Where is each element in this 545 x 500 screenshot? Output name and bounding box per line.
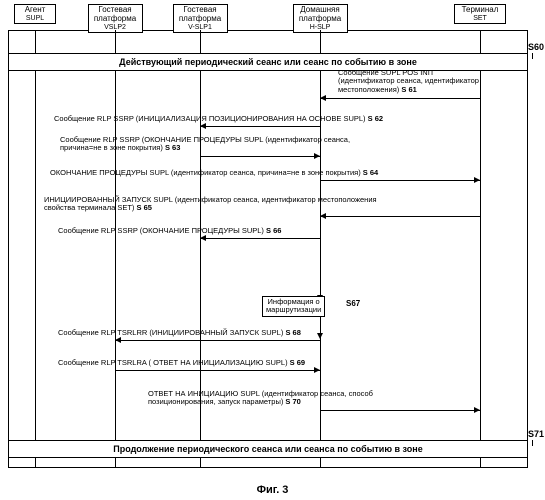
band2: Продолжение периодического сеанса или се…: [8, 440, 528, 458]
figure-caption: Фиг. 3: [0, 484, 545, 496]
message-label-m62: Сообщение RLP SSRP (ИНИЦИАЛИЗАЦИЯ ПОЗИЦИ…: [54, 115, 383, 123]
arrowhead-m65: [320, 213, 326, 219]
message-label-m69: Сообщение RLP TSRLRA ( ОТВЕТ НА ИНИЦИАЛИ…: [58, 359, 305, 367]
info-step: S67: [346, 299, 360, 308]
vertical-arrow-va2: [320, 314, 321, 334]
arrowhead-m64: [474, 177, 480, 183]
message-label-m63: Сообщение RLP SSRP (ОКОНЧАНИЕ ПРОЦЕДУРЫ …: [60, 136, 350, 153]
arrow-m68: [115, 340, 320, 341]
arrow-m70: [320, 410, 480, 411]
arrow-m69: [115, 370, 320, 371]
routing-info-box: Информация омаршрутизации: [262, 296, 325, 317]
vertical-arrow-va1: [320, 240, 321, 296]
message-label-m70: ОТВЕТ НА ИНИЦИАЦИЮ SUPL (идентификатор с…: [148, 390, 373, 407]
actor-vslp1: ГостеваяплатформаV-SLP1: [173, 4, 228, 33]
actor-supl-agent: АгентSUPL: [14, 4, 56, 24]
lifeline-vslp2: [115, 30, 116, 468]
arrow-m62: [200, 126, 320, 127]
message-label-m68: Сообщение RLP TSRLRR (ИНИЦИИРОВАННЫЙ ЗАП…: [58, 329, 301, 337]
arrowhead-m68: [115, 337, 121, 343]
arrowhead-m63: [314, 153, 320, 159]
arrow-m63: [200, 156, 320, 157]
actor-set: ТерминалSET: [454, 4, 506, 24]
arrowhead-m70: [474, 407, 480, 413]
message-label-m65: ИНИЦИИРОВАННЫЙ ЗАПУСК SUPL (идентификато…: [44, 196, 377, 213]
message-label-m66: Сообщение RLP SSRP (ОКОНЧАНИЕ ПРОЦЕДУРЫ …: [58, 227, 281, 235]
message-label-m61: Сообщение SUPL POS INIT(идентификатор се…: [338, 69, 479, 94]
lifeline-set: [480, 30, 481, 468]
vertical-arrowhead-va2: [317, 333, 323, 339]
actor-hslp: ДомашняяплатформаH-SLP: [293, 4, 348, 33]
band1: Действующий периодический сеанс или сеан…: [8, 53, 528, 71]
arrow-m61: [320, 98, 480, 99]
arrowhead-m61: [320, 95, 326, 101]
side-label-s71: S71: [528, 429, 544, 439]
arrowhead-m69: [314, 367, 320, 373]
arrow-m65: [320, 216, 480, 217]
message-label-m64: ОКОНЧАНИЕ ПРОЦЕДУРЫ SUPL (идентификатор …: [50, 169, 378, 177]
lifeline-supl-agent: [35, 30, 36, 468]
actor-vslp2: ГостеваяплатформаVSLP2: [88, 4, 143, 33]
diagram-canvas: АгентSUPL ГостеваяплатформаVSLP2 Гостеваяп…: [0, 0, 545, 500]
arrowhead-m62: [200, 123, 206, 129]
arrowhead-m66: [200, 235, 206, 241]
arrow-m66: [200, 238, 320, 239]
side-label-s60: S60: [528, 42, 544, 52]
arrow-m64: [320, 180, 480, 181]
